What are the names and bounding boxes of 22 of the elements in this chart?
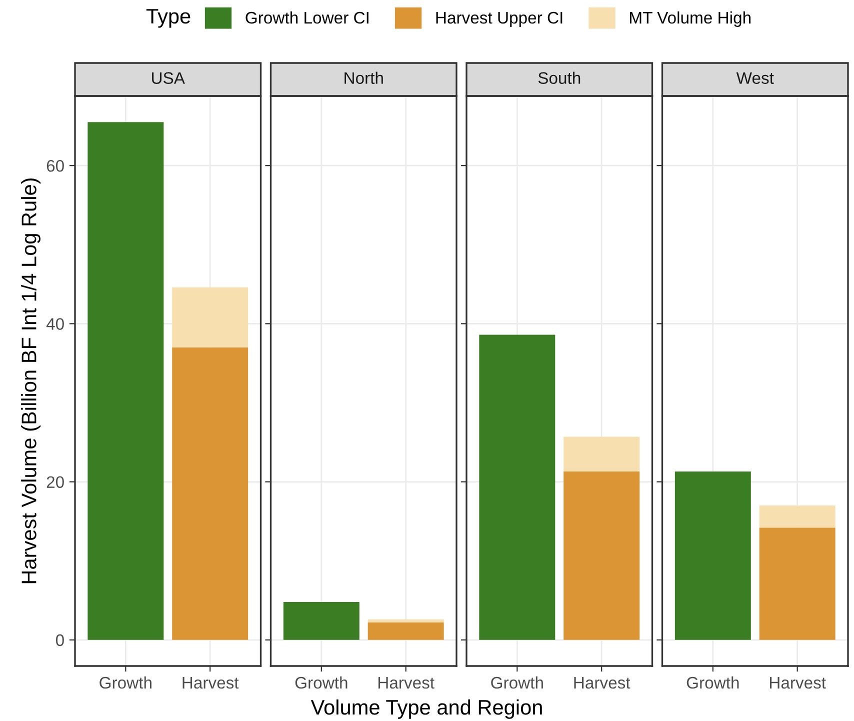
y-axis-title: Harvest Volume (Billion BF Int 1/4 Log Rule) — [21, 178, 40, 584]
x-tick-label: Growth — [491, 676, 543, 689]
legend-title: Type — [146, 9, 190, 28]
x-tick-label: Growth — [295, 676, 348, 689]
x-axis-title: Volume Type and Region — [310, 699, 542, 719]
y-tick-label: 20 — [46, 476, 64, 488]
y-tick-label: 0 — [56, 634, 64, 646]
x-tick-label: Harvest — [182, 677, 239, 689]
chart-title: West — [736, 72, 774, 84]
x-tick-label: Growth — [686, 676, 739, 689]
chart-title: North — [344, 72, 383, 84]
x-tick-label: Harvest — [770, 677, 826, 689]
x-tick-label: Harvest — [378, 677, 434, 689]
y-tick-label: 60 — [46, 160, 64, 172]
x-tick-label: Harvest — [574, 677, 630, 689]
y-tick-label: 40 — [46, 318, 64, 330]
legend-label: Growth Lower CI — [246, 11, 368, 24]
chart-title: South — [538, 72, 580, 84]
legend-label: Harvest Upper CI — [436, 12, 562, 27]
chart-title: USA — [152, 72, 185, 84]
x-tick-label: Growth — [100, 676, 152, 689]
legend-label: MT Volume High — [630, 11, 750, 27]
